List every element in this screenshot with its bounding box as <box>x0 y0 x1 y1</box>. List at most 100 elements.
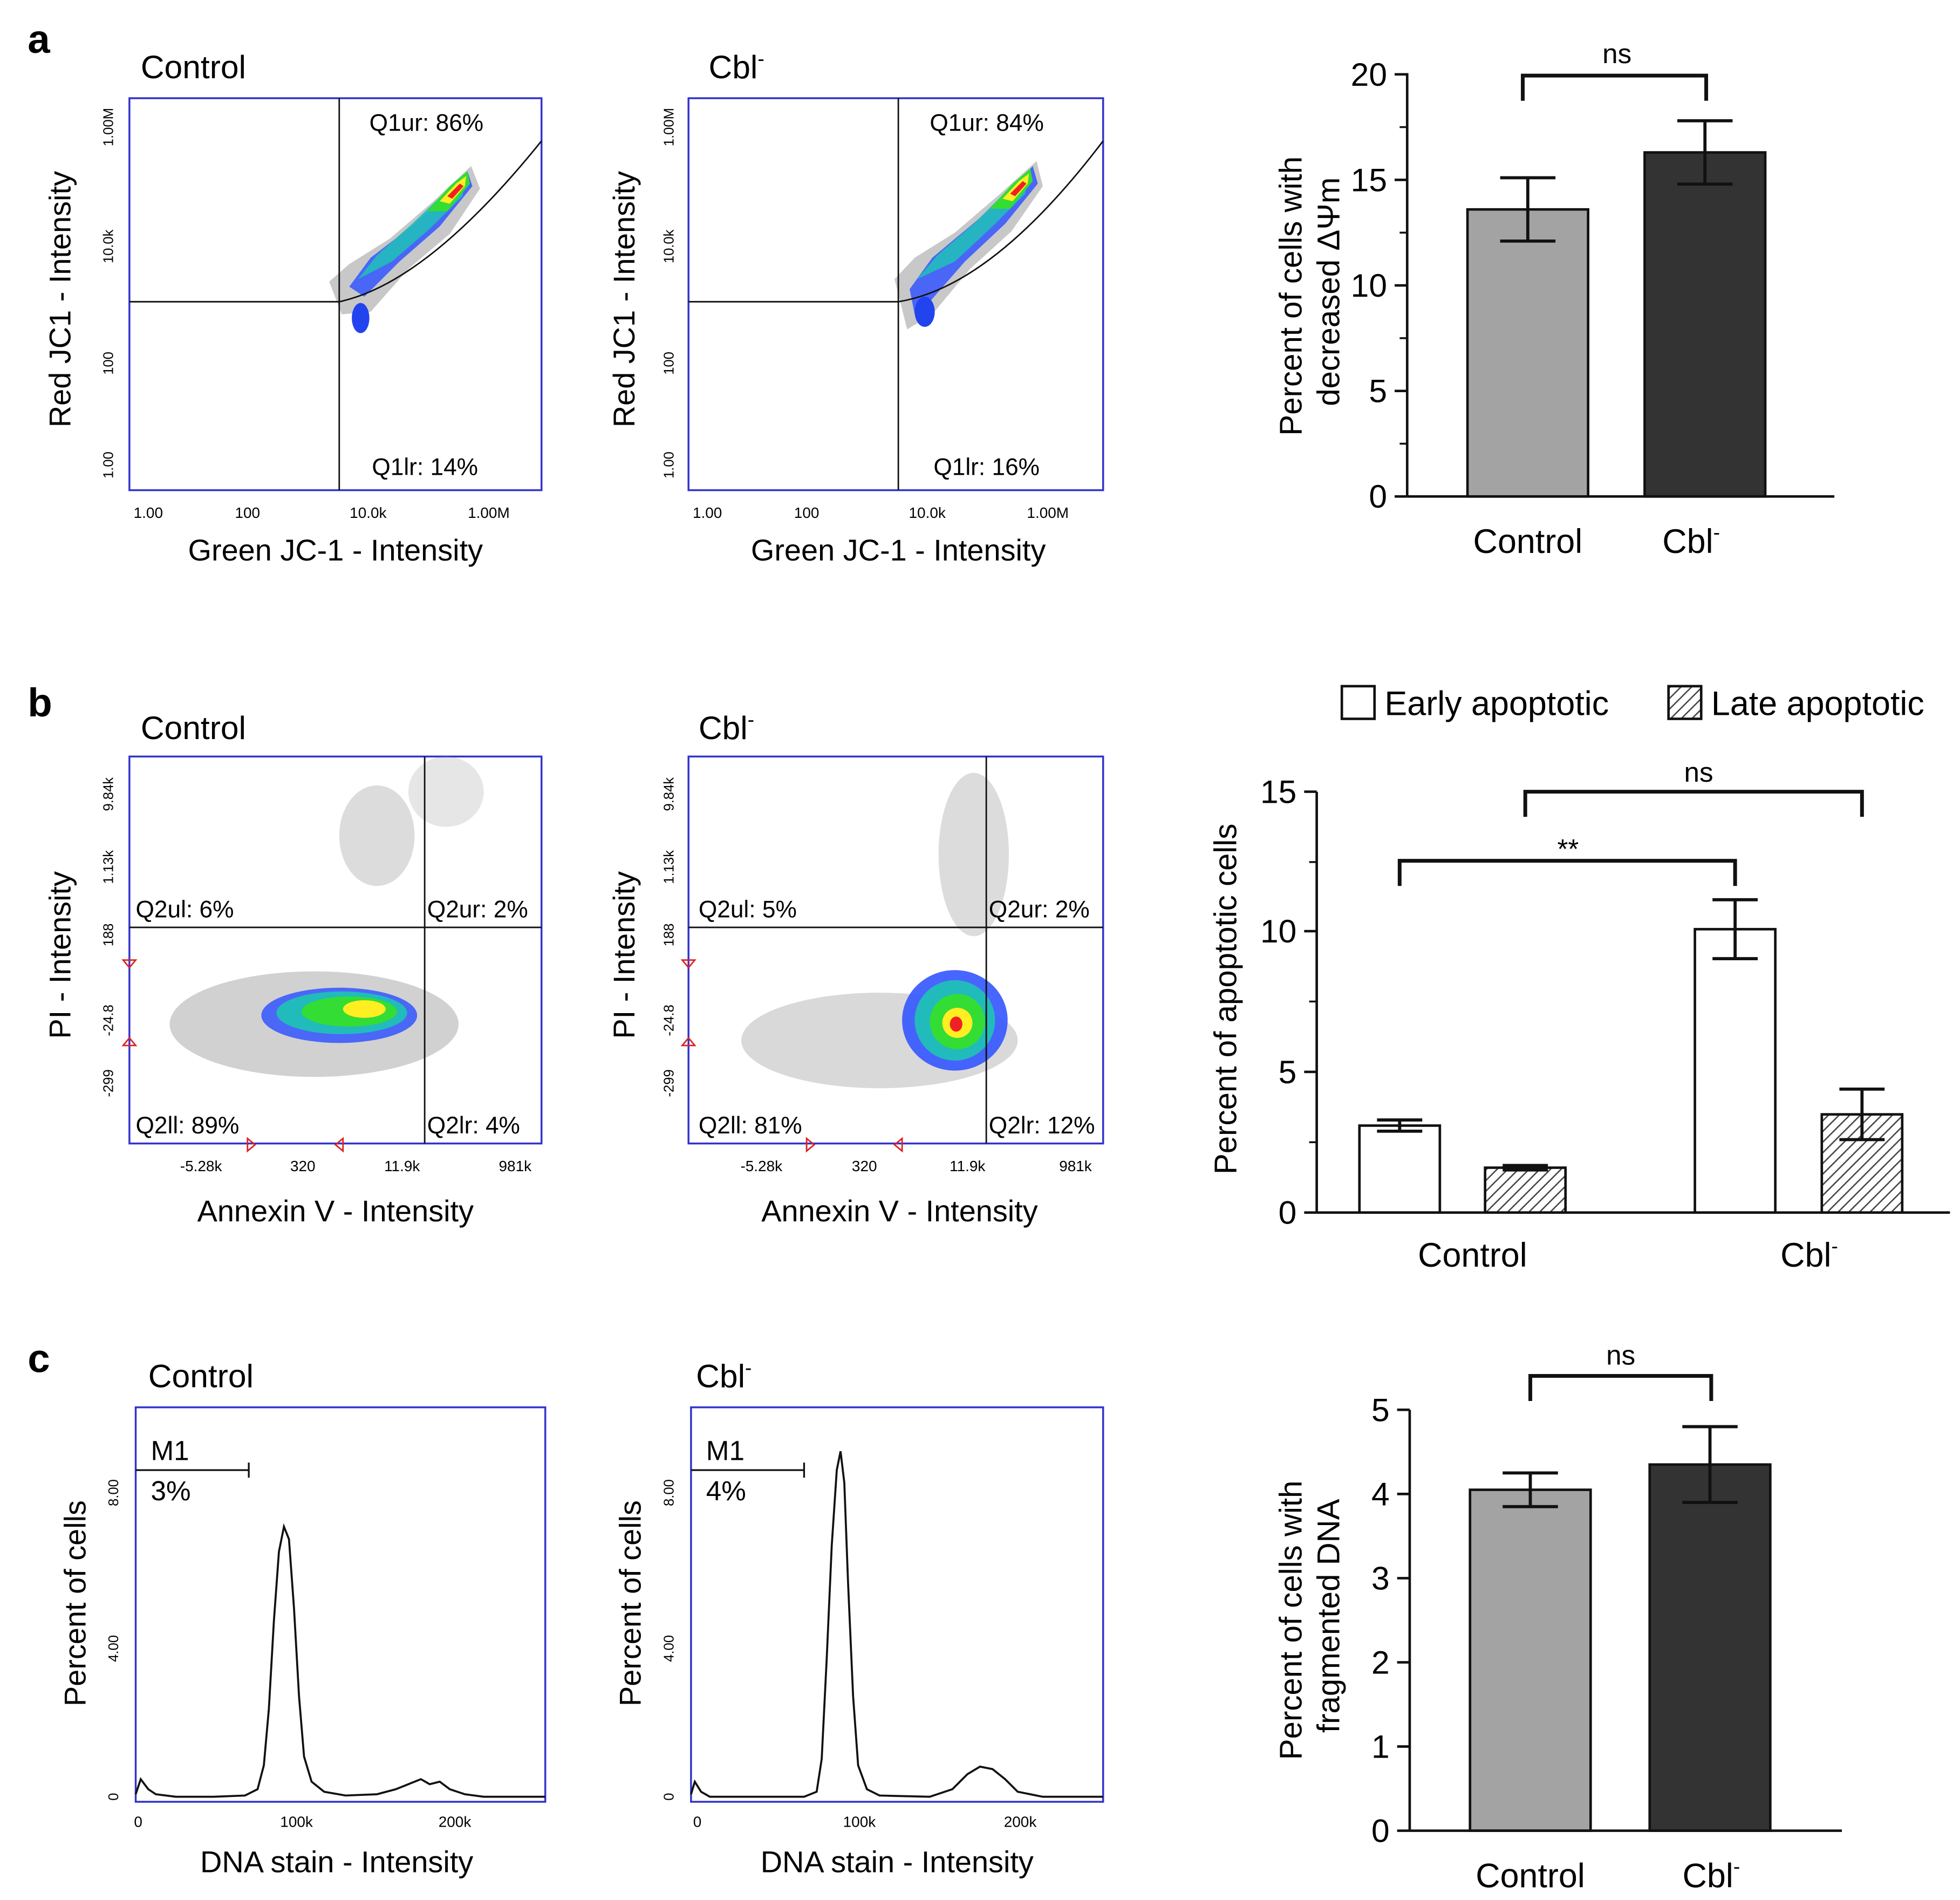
significance-label-early: ** <box>1557 833 1579 864</box>
y-tick: 1.00 <box>661 452 677 479</box>
y-tick: 9.84k <box>661 777 677 811</box>
quadrant-lr: Q2lr: 4% <box>427 1112 520 1139</box>
x-tick: 10.0k <box>909 504 946 521</box>
y-tick: 1.00M <box>101 108 117 146</box>
legend-swatch-early <box>1340 685 1376 720</box>
cytometry-plot-a-control: Control Q1ur: 86% Q1lr: 14% 1.00 100 10.… <box>43 49 543 567</box>
category-label: Cbl- <box>1780 1234 1838 1274</box>
significance-label-late: ns <box>1684 757 1713 788</box>
y-tick: 188 <box>101 924 117 947</box>
y-tick: 1.13k <box>101 850 117 884</box>
category-label: Control <box>1418 1236 1527 1274</box>
y-ticks <box>1304 790 1317 1214</box>
y-axis-label: Percent of cells <box>613 1500 647 1706</box>
plot-title: Control <box>148 1357 254 1394</box>
significance-label: ns <box>1606 1340 1635 1371</box>
y-tick: 1 <box>1371 1728 1390 1765</box>
y-ticks <box>1395 73 1408 498</box>
x-tick-labels: 0 100k 200k <box>134 1814 472 1830</box>
bar-chart-a: 0 5 10 15 20 Percent of cells with decre… <box>1274 38 1835 561</box>
y-tick: 0 <box>106 1793 121 1801</box>
marker-percent: 4% <box>706 1475 746 1506</box>
quadrant-ul: Q2ul: 5% <box>699 896 797 922</box>
x-tick: 1.00 <box>693 504 722 521</box>
x-tick: 1.00M <box>468 504 510 521</box>
plot-title: Cbl- <box>699 708 754 746</box>
panel-label-c: c <box>28 1336 50 1380</box>
quadrant-lr: Q1lr: 14% <box>372 454 478 481</box>
y-tick-labels: 0 5 10 15 <box>1260 774 1296 1231</box>
bar-cbl- <box>1643 151 1767 498</box>
x-tick: -5.28k <box>740 1158 783 1174</box>
x-axis-label: Green JC-1 - Intensity <box>751 533 1046 567</box>
y-tick: 0 <box>1279 1194 1297 1231</box>
x-tick: 100k <box>280 1814 313 1830</box>
bars-c <box>1469 1425 1772 1832</box>
bar-cbl--early <box>1693 928 1777 1214</box>
quadrant-ul: Q2ul: 6% <box>136 896 234 922</box>
cytometry-plot-b-control: Control Q2ul: 6% Q2ur: 2% Q2ll: 89% Q2lr… <box>43 709 543 1228</box>
bar-chart-b: Early apoptotic Late apoptotic 0 5 10 15… <box>1208 685 1950 1274</box>
bar-control <box>1466 208 1589 498</box>
quadrant-lr: Q1lr: 16% <box>933 454 1040 481</box>
y-axis-label: Red JC1 - Intensity <box>607 171 641 427</box>
y-tick: 188 <box>661 924 677 947</box>
cytometry-plot-a-cbl: Cbl- Q1ur: 84% Q1lr: 16% 1.00 100 10.0k … <box>607 47 1104 567</box>
category-label: Cbl- <box>1683 1855 1740 1895</box>
y-ticks <box>1397 1409 1410 1832</box>
y-tick: 9.84k <box>101 777 117 811</box>
quadrant-ur: Q2ur: 2% <box>989 896 1090 922</box>
y-tick-labels: 0 4.00 8.00 <box>661 1479 677 1801</box>
x-tick: 11.9k <box>950 1158 986 1174</box>
x-tick: 0 <box>693 1814 702 1830</box>
bar-control-late <box>1484 1166 1567 1214</box>
y-axis-label: Percent of cells with fragmented DNA <box>1274 1472 1347 1760</box>
y-tick-labels: 1.00 100 10.0k 1.00M <box>101 108 117 479</box>
y-tick: -24.8 <box>101 1004 117 1036</box>
y-tick: -299 <box>101 1069 117 1097</box>
y-tick: 4 <box>1371 1475 1390 1512</box>
plot-title: Control <box>141 49 246 85</box>
y-tick: 10 <box>1260 913 1296 949</box>
x-tick: 11.9k <box>384 1158 420 1174</box>
y-axis-label: Percent of apoptotic cells <box>1208 824 1244 1174</box>
density-cloud <box>741 773 1018 1089</box>
plot-title: Cbl- <box>708 47 764 85</box>
y-tick: 10 <box>1351 267 1387 304</box>
legend-swatch-late <box>1667 685 1703 720</box>
y-tick-labels: -299 -24.8 188 1.13k 9.84k <box>661 777 677 1097</box>
y-tick: -24.8 <box>661 1004 677 1036</box>
density-cloud <box>169 756 484 1077</box>
x-tick: 200k <box>439 1814 472 1830</box>
category-label: Control <box>1473 523 1583 561</box>
panel-label-a: a <box>28 17 50 61</box>
quadrant-ur: Q1ur: 84% <box>930 110 1043 136</box>
x-tick: 100 <box>794 504 819 521</box>
x-tick-labels: -5.28k 320 11.9k 981k <box>740 1158 1092 1174</box>
x-tick: 10.0k <box>350 504 387 521</box>
quadrant-ll: Q2ll: 89% <box>136 1112 240 1139</box>
bar-chart-c: 0 1 2 3 4 5 Percent of cells with fragme… <box>1274 1340 1842 1895</box>
y-axis-label: Red JC1 - Intensity <box>43 171 77 427</box>
y-tick-labels: 0 1 2 3 4 5 <box>1371 1391 1390 1849</box>
x-tick: 200k <box>1004 1814 1037 1830</box>
significance-bracket-early <box>1397 859 1737 886</box>
marker-label: M1 <box>151 1436 189 1466</box>
significance-label: ns <box>1602 38 1631 69</box>
y-tick: 5 <box>1371 1391 1390 1428</box>
y-tick: 0 <box>1369 478 1387 515</box>
legend: Early apoptotic Late apoptotic <box>1340 685 1924 723</box>
axis-markers <box>680 959 903 1153</box>
significance-bracket-late <box>1523 790 1864 817</box>
x-tick: -5.28k <box>180 1158 223 1174</box>
legend-label-early: Early apoptotic <box>1384 685 1609 723</box>
marker-percent: 3% <box>151 1475 190 1506</box>
x-tick: 320 <box>290 1158 316 1174</box>
x-axis-label: DNA stain - Intensity <box>200 1844 473 1878</box>
density-cloud <box>329 166 480 333</box>
y-tick: 15 <box>1351 161 1387 198</box>
x-tick-labels: 0 100k 200k <box>693 1814 1037 1830</box>
histogram-c-cbl: Cbl- M1 4% 0 4.00 8.00 0 100k 200k DNA s… <box>613 1356 1104 1878</box>
y-tick: 5 <box>1279 1054 1297 1090</box>
category-label: Cbl- <box>1662 521 1720 561</box>
